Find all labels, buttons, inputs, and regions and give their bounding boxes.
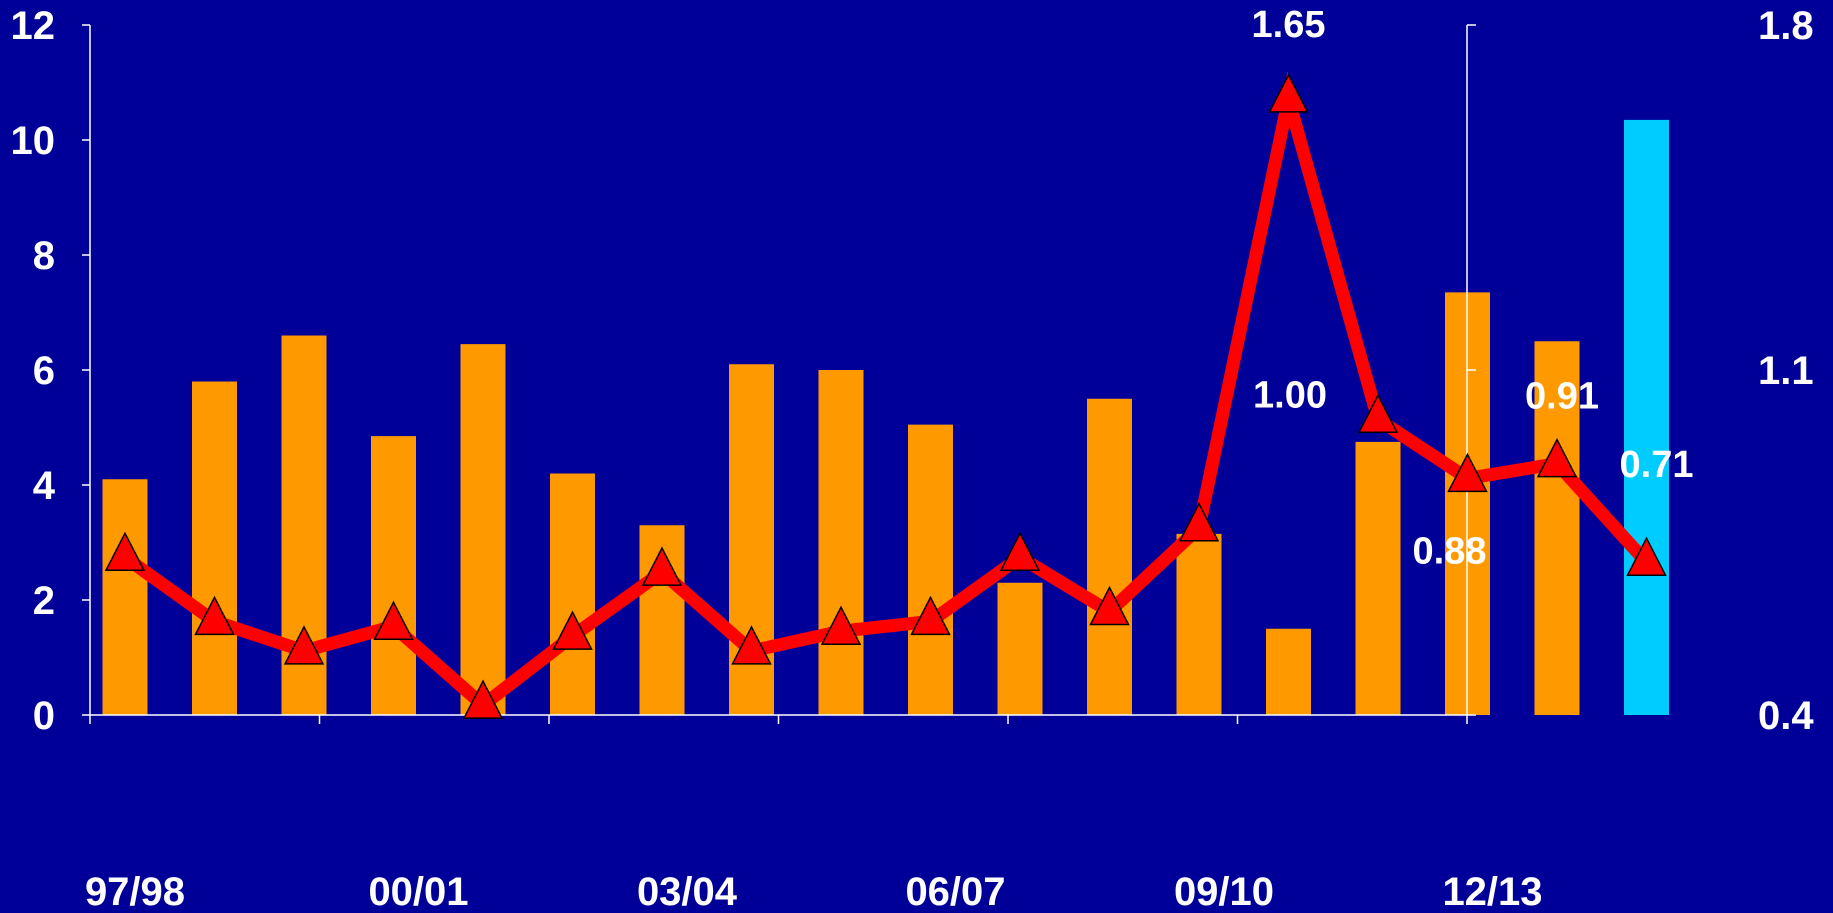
- triangle-marker-08-09: [1089, 585, 1130, 626]
- triangle-marker-04-05: [731, 625, 772, 665]
- ratio-line: [121, 71, 1652, 714]
- markers-layer: [104, 73, 1667, 719]
- data-label-10-11: 1.65: [1252, 4, 1326, 46]
- bar-06-07: [908, 424, 953, 715]
- bar-13-14: [1534, 341, 1580, 715]
- axes-layer: 0 2 4 6 8 10 12 0.4 1.1 1.8 97/98 00/01 03/04 06/07 09…: [11, 4, 1815, 913]
- bar-11-12: [1355, 441, 1401, 715]
- labels-layer: 1.65 1.00 0.88 0.91 0.71: [1252, 4, 1694, 573]
- bar-10-11: [1266, 628, 1311, 715]
- x-tick-label: 03/04: [637, 870, 738, 913]
- triangle-marker-11-12: [1357, 393, 1399, 434]
- triangle-marker-98-99: [194, 595, 235, 636]
- triangle-marker-03-04: [641, 546, 683, 586]
- left-tick-label: 8: [33, 234, 55, 278]
- x-tick-label: 00/01: [368, 870, 468, 913]
- triangle-marker-09-10: [1178, 502, 1220, 542]
- data-label-11-12: 1.00: [1253, 374, 1327, 416]
- x-tick-label: 97/98: [85, 870, 185, 913]
- triangle-marker-99-00: [283, 625, 325, 665]
- triangle-marker-13-14: [1536, 438, 1578, 478]
- x-tick-label: 09/10: [1174, 870, 1274, 913]
- bar-01-02: [460, 344, 506, 715]
- triangle-marker-01-02: [462, 679, 504, 719]
- triangle-marker-06-07: [910, 595, 951, 636]
- x-tick-label: 12/13: [1442, 870, 1542, 913]
- bar-97-98: [102, 479, 148, 715]
- triangle-marker-00-01: [373, 600, 414, 641]
- right-tick-label: 0.4: [1758, 694, 1814, 738]
- triangle-marker-97-98: [104, 531, 146, 572]
- data-label-12-13: 0.88: [1413, 530, 1487, 572]
- left-tick-label: 10: [11, 119, 56, 163]
- bar-05-06: [818, 370, 864, 715]
- right-tick-label: 1.8: [1758, 4, 1814, 48]
- triangle-marker-10-11: [1268, 73, 1309, 113]
- bar-14-15: [1624, 119, 1669, 715]
- data-label-14-15: 0.71: [1620, 444, 1694, 486]
- bar-98-99: [192, 381, 237, 715]
- line-layer: [121, 71, 1652, 714]
- triangle-marker-12-13: [1447, 452, 1488, 493]
- bar-00-01: [371, 436, 416, 715]
- triangle-marker-02-03: [552, 610, 593, 650]
- left-tick-label: 4: [33, 464, 56, 508]
- left-tick-label: 12: [11, 4, 56, 48]
- bar-08-09: [1087, 398, 1132, 715]
- bar-09-10: [1176, 533, 1222, 715]
- data-label-13-14: 0.91: [1525, 376, 1599, 418]
- triangle-marker-07-08: [999, 531, 1041, 572]
- bar-07-08: [997, 582, 1043, 715]
- triangle-marker-14-15: [1626, 536, 1667, 576]
- left-tick-label: 2: [33, 579, 55, 623]
- triangle-marker-05-06: [820, 605, 862, 645]
- left-tick-label: 0: [33, 694, 55, 738]
- x-tick-label: 06/07: [905, 870, 1005, 913]
- left-tick-label: 6: [33, 349, 55, 393]
- bar-02-03: [550, 473, 595, 715]
- right-tick-label: 1.1: [1758, 349, 1814, 393]
